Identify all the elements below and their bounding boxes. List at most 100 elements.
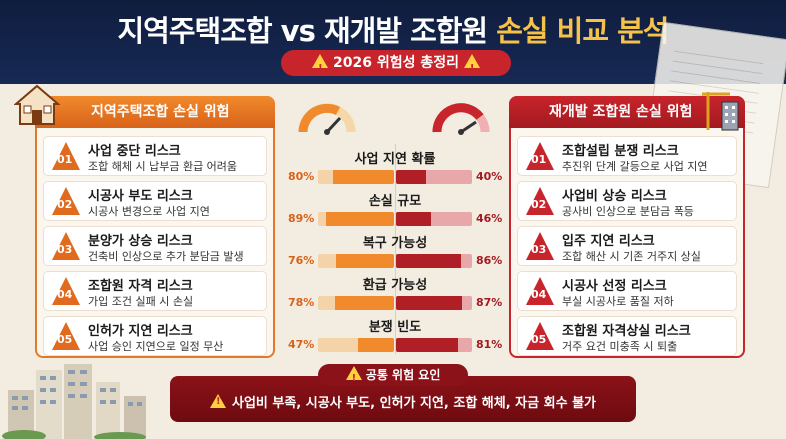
common-risk-title: 공통 위험 요인: [318, 364, 468, 390]
comparison-row: 분쟁 빈도 47% 81%: [288, 316, 503, 366]
common-risk-text: 사업비 부족, 시공사 부도, 인허가 지연, 조합 해체, 자금 회수 불가: [170, 392, 636, 411]
left-risk-panel: 지역주택조합 손실 위험 01 사업 중단 리스크 조합 해체 시 납부금 환급 어…: [35, 96, 275, 358]
risk-title: 사업 중단 리스크: [88, 144, 181, 159]
risk-item: 04 조합원 자격 리스크 가입 조건 실패 시 손실: [43, 271, 267, 311]
left-panel-title: 지역주택조합 손실 위험: [35, 96, 275, 128]
warning-icon: [463, 54, 480, 82]
left-percent: 78%: [288, 296, 315, 309]
risk-description: 가입 조건 실패 시 손실: [88, 295, 194, 308]
number-badge: 04: [52, 277, 80, 305]
right-bar: [396, 338, 458, 352]
metric-label: 복구 가능성: [362, 236, 428, 251]
number-badge: 01: [526, 142, 554, 170]
right-bar-track: [396, 170, 472, 184]
risk-description: 조합 해산 시 기존 거주지 상실: [562, 250, 701, 263]
metric-label: 분쟁 빈도: [368, 320, 422, 335]
number-badge: 04: [526, 277, 554, 305]
left-bar-track: [318, 212, 394, 226]
number-badge: 05: [526, 322, 554, 350]
right-bar-track: [396, 212, 472, 226]
left-bar: [333, 170, 394, 184]
risk-item: 02 사업비 상승 리스크 공사비 인상으로 분담금 폭등: [517, 181, 737, 221]
risk-description: 사업 승인 지연으로 일정 무산: [88, 340, 224, 353]
right-bar-track: [396, 296, 472, 310]
house-icon: [14, 84, 60, 125]
risk-title: 조합원 자격상실 리스크: [562, 324, 691, 339]
left-percent: 76%: [288, 254, 315, 267]
risk-description: 공사비 인상으로 분담금 폭등: [562, 205, 694, 218]
right-bar: [396, 296, 463, 310]
right-bar: [396, 254, 462, 268]
number-badge: 02: [526, 187, 554, 215]
risk-title: 시공사 선정 리스크: [562, 279, 667, 294]
number-badge: 01: [52, 142, 80, 170]
risk-item: 03 입주 지연 리스크 조합 해산 시 기존 거주지 상실: [517, 226, 737, 266]
warning-icon: [312, 54, 329, 82]
right-panel-title: 재개발 조합원 손실 위험: [509, 96, 745, 128]
right-bar: [396, 170, 427, 184]
number-badge: 05: [52, 322, 80, 350]
left-bar: [334, 296, 394, 310]
number-badge: 02: [52, 187, 80, 215]
risk-item: 01 사업 중단 리스크 조합 해체 시 납부금 환급 어려움: [43, 136, 267, 176]
risk-title: 분양가 상승 리스크: [88, 234, 193, 249]
number-badge: 03: [526, 232, 554, 260]
metric-label: 손실 규모: [368, 194, 422, 209]
page-title: 지역주택조합 vs 재개발 조합원 손실 비교 분석: [0, 8, 786, 50]
risk-item: 03 분양가 상승 리스크 건축비 인상으로 추가 분담금 발생: [43, 226, 267, 266]
risk-title: 조합설립 분쟁 리스크: [562, 144, 679, 159]
right-percent: 46%: [476, 212, 503, 225]
risk-title: 사업비 상승 리스크: [562, 189, 667, 204]
risk-title: 인허가 지연 리스크: [88, 324, 193, 339]
right-percent: 87%: [476, 296, 503, 309]
title-highlight: 손실 비교 분석: [496, 14, 669, 48]
warning-icon: [345, 366, 362, 390]
building-crane-icon: [702, 92, 739, 131]
left-bar: [326, 212, 394, 226]
risk-item: 01 조합설립 분쟁 리스크 추진위 단계 갈등으로 사업 지연: [517, 136, 737, 176]
right-percent: 40%: [476, 170, 503, 183]
risk-item: 04 시공사 선정 리스크 부실 시공사로 품질 저하: [517, 271, 737, 311]
apartment-buildings-illustration: [2, 364, 146, 439]
right-risk-panel: 재개발 조합원 손실 위험 01 조합설립 분쟁 리스크 추진위 단계 갈등으로 사…: [509, 96, 745, 358]
left-percent: 89%: [288, 212, 315, 225]
risk-description: 조합 해체 시 납부금 환급 어려움: [88, 160, 238, 173]
risk-title: 입주 지연 리스크: [562, 234, 655, 249]
comparison-row: 복구 가능성 76% 86%: [288, 232, 502, 282]
left-bar-track: [318, 296, 394, 310]
subtitle-text: 2026 위험성 총정리: [333, 55, 459, 71]
header-banner: 지역주택조합 vs 재개발 조합원 손실 비교 분석 2026 위험성 총정리: [0, 0, 786, 84]
risk-item: 05 조합원 자격상실 리스크 거주 요건 미충족 시 퇴출: [517, 316, 737, 356]
comparison-row: 사업 지연 확률 80% 40%: [288, 148, 503, 198]
risk-description: 추진위 단계 갈등으로 사업 지연: [562, 160, 708, 173]
left-gauge-icon: [298, 103, 356, 135]
risk-description: 부실 시공사로 품질 저하: [562, 295, 674, 308]
number-badge: 03: [52, 232, 80, 260]
risk-description: 시공사 변경으로 사업 지연: [88, 205, 210, 218]
metric-label: 환급 가능성: [362, 278, 428, 293]
left-risk-list: 01 사업 중단 리스크 조합 해체 시 납부금 환급 어려움 02 시공사 부도 리스…: [43, 136, 267, 361]
risk-item: 05 인허가 지연 리스크 사업 승인 지연으로 일정 무산: [43, 316, 267, 356]
risk-title: 조합원 자격 리스크: [88, 279, 193, 294]
metric-label: 사업 지연 확률: [354, 152, 436, 167]
right-risk-list: 01 조합설립 분쟁 리스크 추진위 단계 갈등으로 사업 지연 02 사업비 상승 리…: [517, 136, 737, 361]
right-percent: 81%: [476, 338, 503, 351]
right-bar: [396, 212, 431, 226]
left-bar-track: [318, 338, 394, 352]
left-bar: [336, 254, 394, 268]
warning-icon: [209, 394, 226, 408]
subtitle-badge: 2026 위험성 총정리: [281, 50, 511, 82]
comparison-row: 손실 규모 89% 46%: [288, 190, 503, 240]
risk-description: 건축비 인상으로 추가 분담금 발생: [88, 250, 244, 263]
center-divider: [395, 144, 396, 354]
comparison-row: 환급 가능성 78% 87%: [288, 274, 503, 324]
left-bar-track: [318, 170, 394, 184]
right-bar-track: [396, 254, 472, 268]
title-main: 지역주택조합 vs 재개발 조합원: [117, 14, 497, 48]
right-gauge-icon: [432, 103, 490, 135]
left-bar: [358, 338, 394, 352]
left-percent: 80%: [288, 170, 315, 183]
left-bar-track: [318, 254, 394, 268]
risk-description: 거주 요건 미충족 시 퇴출: [562, 340, 678, 353]
left-percent: 47%: [288, 338, 315, 351]
